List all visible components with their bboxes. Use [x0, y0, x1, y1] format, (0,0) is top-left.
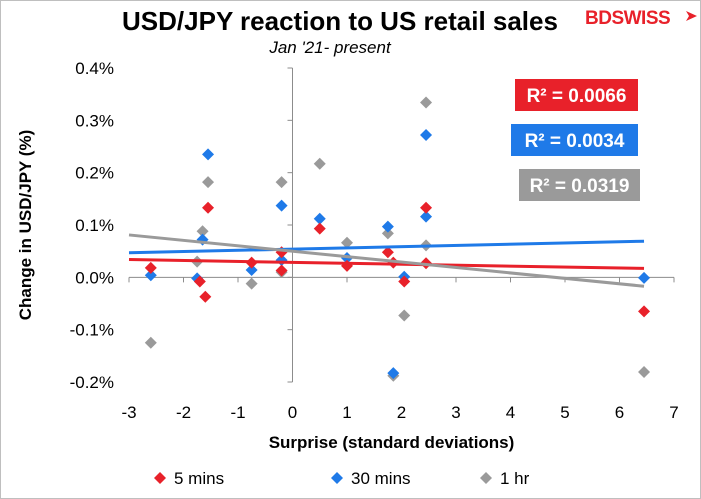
data-point-1-hr: [275, 176, 288, 189]
data-point-5-mins: [199, 290, 212, 303]
data-point-1-hr: [196, 225, 209, 238]
x-tick-label: 7: [669, 403, 678, 422]
data-point-5-mins: [420, 201, 433, 214]
data-point-30-mins: [420, 210, 433, 223]
y-tick-label: 0.2%: [75, 164, 114, 183]
r2-box-5-mins: [515, 79, 638, 111]
y-tick-label: 0.0%: [75, 268, 114, 287]
data-point-5-mins: [144, 261, 157, 274]
data-point-1-hr: [420, 96, 433, 109]
data-point-5-mins: [341, 259, 353, 272]
trendline-30-mins: [128, 239, 645, 255]
data-point-5-mins: [313, 222, 326, 235]
data-point-5-mins: [193, 275, 206, 288]
legend-marker-1-hr: [480, 472, 492, 484]
data-point-1-hr: [144, 336, 157, 349]
data-point-1-hr: [638, 366, 651, 379]
legend-label-1-hr: 1 hr: [500, 469, 530, 488]
chart-title: USD/JPY reaction to US retail sales: [122, 6, 558, 36]
data-point-5-mins: [202, 201, 215, 214]
r2-label-5-mins: R² = 0.0066: [527, 86, 627, 107]
data-point-1-hr: [313, 157, 326, 170]
trendline-5-mins: [128, 258, 645, 270]
data-point-30-mins: [144, 269, 157, 282]
y-tick-label: 0.3%: [75, 111, 114, 130]
data-point-30-mins: [245, 264, 258, 277]
legend-marker-5-mins: [154, 472, 166, 484]
x-tick-label: 6: [615, 403, 624, 422]
data-point-5-mins: [381, 246, 394, 259]
data-point-1-hr: [245, 277, 258, 290]
x-tick-label: 0: [288, 403, 297, 422]
x-tick-label: 4: [506, 403, 515, 422]
data-point-30-mins: [275, 199, 288, 212]
x-tick-label: 2: [397, 403, 406, 422]
legend-label-5-mins: 5 mins: [174, 469, 224, 488]
data-point-1-hr: [202, 176, 215, 189]
y-tick-label: -0.2%: [70, 373, 114, 392]
y-axis-title: Change in USD/JPY (%): [16, 130, 35, 321]
data-point-30-mins: [381, 220, 394, 233]
x-tick-label: 1: [342, 403, 351, 422]
y-tick-label: -0.1%: [70, 321, 114, 340]
r2-label-1-hr: R² = 0.0319: [530, 176, 630, 197]
r2-box-1-hr: [519, 169, 640, 201]
data-point-1-hr: [341, 236, 353, 249]
y-tick-label: 0.1%: [75, 216, 114, 235]
data-point-30-mins: [313, 212, 326, 225]
data-point-30-mins: [420, 128, 433, 141]
x-tick-label: -3: [121, 403, 136, 422]
data-point-5-mins: [275, 264, 288, 277]
data-point-1-hr: [398, 309, 411, 322]
data-point-1-hr: [381, 227, 394, 240]
data-point-30-mins: [387, 367, 400, 380]
r2-label-30-mins: R² = 0.0034: [525, 131, 625, 152]
x-tick-label: -2: [176, 403, 191, 422]
logo-arrow-icon: [686, 11, 697, 21]
brand-logo: BDSWISS: [585, 8, 697, 30]
data-point-30-mins: [202, 148, 215, 161]
legend-label-30-mins: 30 mins: [351, 469, 411, 488]
data-point-30-mins: [638, 271, 651, 284]
x-axis-title: Surprise (standard deviations): [269, 433, 515, 452]
trendline-1-hr: [128, 233, 645, 288]
x-tick-label: 5: [560, 403, 569, 422]
data-point-5-mins: [398, 275, 411, 288]
x-tick-label: 3: [451, 403, 460, 422]
r2-box-30-mins: [511, 124, 638, 156]
brand-logo-text: BDSWISS: [585, 8, 671, 29]
x-tick-label: -1: [230, 403, 245, 422]
y-tick-label: 0.4%: [75, 59, 114, 78]
chart-subtitle: Jan '21- present: [269, 38, 391, 57]
data-point-5-mins: [638, 305, 651, 318]
legend-marker-30-mins: [331, 472, 343, 484]
